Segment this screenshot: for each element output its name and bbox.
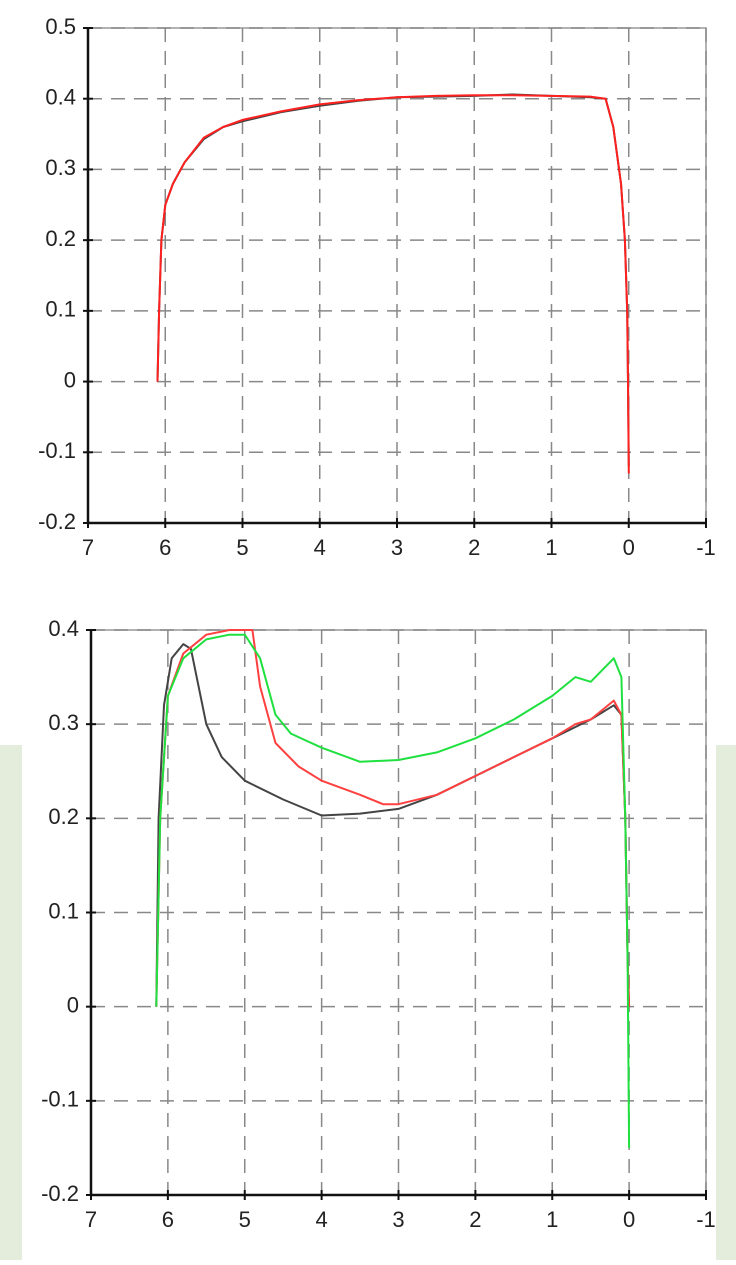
y-tick-label: 0.5 bbox=[45, 14, 76, 39]
y-tick-label: 0.2 bbox=[48, 804, 79, 829]
series-line bbox=[156, 93, 630, 467]
y-tick-label: 0.1 bbox=[48, 898, 79, 923]
y-tick-label: -0.1 bbox=[38, 438, 76, 463]
x-tick-label: -1 bbox=[696, 535, 716, 560]
x-tick-label: 5 bbox=[236, 535, 248, 560]
x-tick-label: 0 bbox=[623, 1207, 635, 1232]
x-tick-label: 4 bbox=[316, 1207, 328, 1232]
x-tick-label: 5 bbox=[239, 1207, 251, 1232]
y-tick-label: 0.4 bbox=[48, 616, 79, 641]
x-tick-label: 0 bbox=[623, 535, 635, 560]
x-tick-label: 1 bbox=[546, 1207, 558, 1232]
series-line bbox=[155, 633, 631, 1148]
x-tick-label: 2 bbox=[468, 535, 480, 560]
y-tick-label: 0 bbox=[64, 367, 76, 392]
x-tick-label: 3 bbox=[391, 535, 403, 560]
y-tick-label: 0.3 bbox=[45, 155, 76, 180]
x-tick-label: 1 bbox=[545, 535, 557, 560]
x-tick-label: 4 bbox=[314, 535, 326, 560]
x-tick-label: 6 bbox=[159, 535, 171, 560]
x-tick-label: -1 bbox=[696, 1207, 716, 1232]
series-line bbox=[156, 94, 630, 474]
y-tick-label: 0.1 bbox=[45, 297, 76, 322]
series-line bbox=[155, 629, 631, 1007]
series-line bbox=[155, 643, 631, 1007]
y-tick-label: 0.4 bbox=[45, 85, 76, 110]
x-tick-label: 6 bbox=[162, 1207, 174, 1232]
panel bbox=[22, 745, 716, 1260]
y-tick-label: -0.2 bbox=[41, 1181, 79, 1206]
x-tick-label: 7 bbox=[82, 535, 94, 560]
y-tick-label: -0.1 bbox=[41, 1087, 79, 1112]
x-tick-label: 2 bbox=[469, 1207, 481, 1232]
y-tick-label: 0.3 bbox=[48, 710, 79, 735]
x-tick-label: 3 bbox=[392, 1207, 404, 1232]
y-tick-label: -0.2 bbox=[38, 509, 76, 534]
x-tick-label: 7 bbox=[85, 1207, 97, 1232]
y-tick-label: 0 bbox=[67, 992, 79, 1017]
y-tick-label: 0.2 bbox=[45, 226, 76, 251]
